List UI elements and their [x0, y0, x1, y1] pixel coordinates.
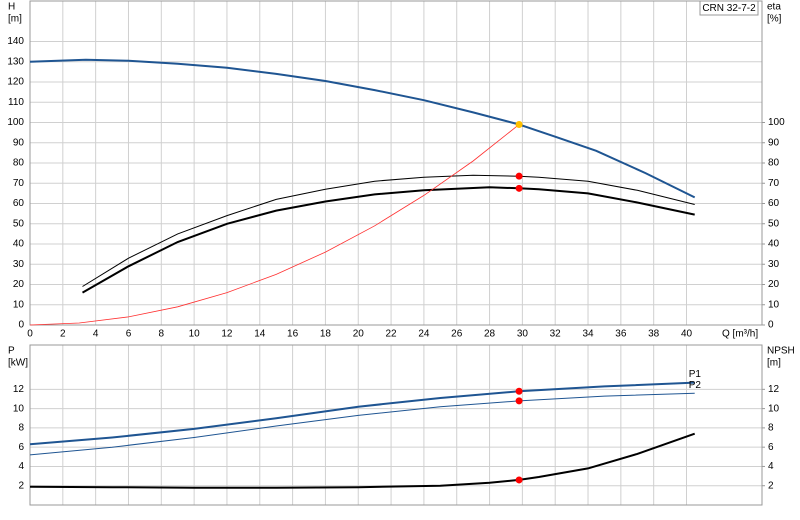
y-tick-label: 40 [13, 239, 25, 250]
y-tick-label: 90 [13, 137, 25, 148]
y-tick-label: 2 [18, 480, 24, 491]
y-tick-label: 0 [18, 320, 24, 331]
y-tick-label: 20 [13, 279, 25, 290]
y2-tick-label: 100 [768, 117, 785, 128]
y-tick-label: 10 [13, 299, 25, 310]
duty-point [515, 121, 523, 129]
y-axis-unit: [kW] [8, 358, 28, 369]
y-tick-label: 120 [7, 77, 24, 88]
series-label: P1 [689, 369, 702, 380]
y2-tick-label: 70 [768, 178, 780, 189]
y-axis-unit: [m] [8, 14, 22, 25]
y-tick-label: 70 [13, 178, 25, 189]
curve [82, 186, 695, 294]
series-label: P2 [689, 380, 702, 391]
y-tick-label: 10 [13, 403, 25, 414]
y2-tick-label: 90 [768, 137, 780, 148]
y2-tick-label: 30 [768, 259, 780, 270]
y-tick-label: 4 [18, 461, 24, 472]
y2-tick-label: 60 [768, 198, 780, 209]
curve [29, 392, 695, 456]
y-tick-label: 12 [13, 384, 25, 395]
curve [29, 58, 696, 199]
x-tick-label: 14 [254, 329, 266, 340]
x-tick-label: 30 [517, 329, 529, 340]
y-tick-label: 6 [18, 442, 24, 453]
x-tick-label: 18 [320, 329, 332, 340]
curve [29, 432, 696, 489]
y2-tick-label: 0 [768, 320, 774, 331]
y-tick-label: 140 [7, 36, 24, 47]
duty-point [515, 397, 523, 405]
x-tick-label: 2 [60, 329, 66, 340]
plot-frame [29, 344, 763, 506]
duty-point [515, 184, 523, 192]
x-tick-label: 40 [681, 329, 693, 340]
x-tick-label: 0 [27, 329, 33, 340]
y-tick-label: 100 [7, 117, 24, 128]
annotation: CRN 32-7-2 [702, 3, 756, 14]
y-tick-label: 60 [13, 198, 25, 209]
x-tick-label: 38 [648, 329, 660, 340]
y-tick-label: 50 [13, 218, 25, 229]
x-tick-label: 6 [126, 329, 132, 340]
y2-tick-label: 2 [768, 480, 774, 491]
y-tick-label: 8 [18, 423, 24, 434]
x-tick-label: 36 [615, 329, 627, 340]
x-tick-label: 8 [159, 329, 165, 340]
x-tick-label: 22 [386, 329, 398, 340]
y-tick-label: 130 [7, 56, 24, 67]
x-tick-label: 24 [418, 329, 430, 340]
y2-tick-label: 8 [768, 423, 774, 434]
annotation-box [699, 0, 759, 16]
x-tick-label: 4 [93, 329, 99, 340]
y2-axis-label: NPSH [767, 346, 795, 357]
curve [29, 124, 520, 326]
y2-tick-label: 50 [768, 218, 780, 229]
x-tick-label: 10 [189, 329, 201, 340]
curve [29, 381, 695, 446]
y2-tick-label: 10 [768, 403, 780, 414]
y2-tick-label: 10 [768, 299, 780, 310]
y2-tick-label: 12 [768, 384, 780, 395]
x-tick-label: 34 [582, 329, 594, 340]
x-tick-label: 16 [287, 329, 299, 340]
x-tick-label: 28 [484, 329, 496, 340]
y-tick-label: 80 [13, 158, 25, 169]
y2-tick-label: 80 [768, 158, 780, 169]
y-axis-label: P [8, 346, 15, 357]
x-tick-label: 32 [550, 329, 562, 340]
duty-point [515, 387, 523, 395]
plot-frame [29, 0, 763, 326]
y2-tick-label: 6 [768, 442, 774, 453]
x-tick-label: 12 [221, 329, 233, 340]
y-tick-label: 30 [13, 259, 25, 270]
y2-axis-unit: [m] [767, 358, 781, 369]
duty-point [515, 476, 523, 484]
curve [82, 174, 695, 287]
duty-point [515, 172, 523, 180]
x-axis-label: Q [m³/h] [722, 329, 758, 340]
y-tick-label: 110 [8, 97, 24, 108]
x-tick-label: 26 [451, 329, 463, 340]
y2-axis-label: eta [767, 2, 781, 13]
x-tick-label: 20 [353, 329, 365, 340]
y2-tick-label: 4 [768, 461, 774, 472]
y2-tick-label: 20 [768, 279, 780, 290]
y-axis-label: H [8, 2, 15, 13]
y2-tick-label: 40 [768, 239, 780, 250]
y2-axis-unit: [%] [767, 14, 782, 25]
